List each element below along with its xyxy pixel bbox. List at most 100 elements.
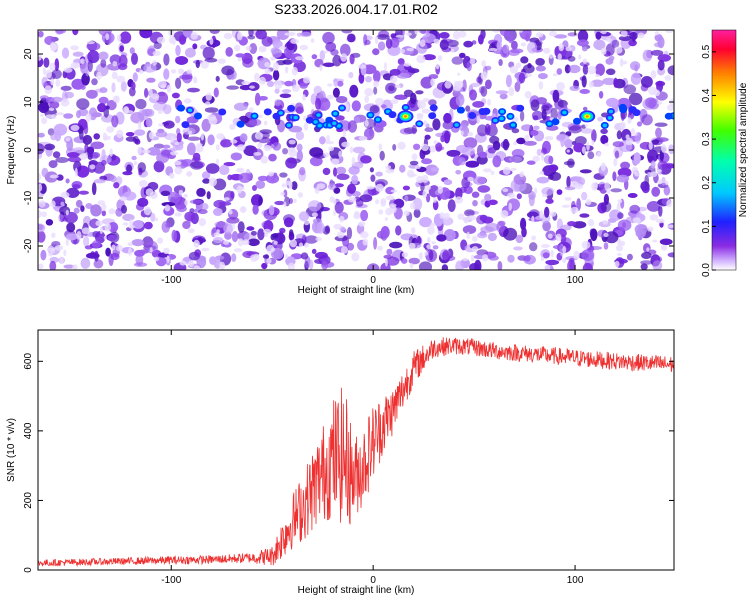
- heatmap-cell: [133, 262, 148, 267]
- heatmap-cell: [237, 57, 242, 62]
- heatmap-cell: [332, 87, 340, 98]
- heatmap-cell: [200, 133, 204, 141]
- heatmap-cell: [659, 238, 673, 246]
- heatmap-cell: [455, 260, 464, 270]
- heatmap-cell: [539, 171, 545, 175]
- heatmap-cell: [108, 208, 116, 215]
- heatmap-cell: [341, 30, 353, 34]
- heatmap-cell: [577, 39, 589, 47]
- heatmap-cell: [99, 226, 103, 234]
- heatmap-cell: [200, 60, 209, 69]
- heatmap-cell: [420, 76, 434, 89]
- heatmap-cell: [346, 242, 355, 251]
- heatmap-cell: [545, 198, 554, 204]
- heatmap-cell: [508, 87, 515, 97]
- heatmap-cell: [403, 127, 418, 134]
- heatmap-cell: [471, 191, 480, 198]
- heatmap-cell: [216, 158, 220, 166]
- heatmap-cell: [573, 251, 580, 259]
- heatmap-cell: [281, 89, 292, 93]
- heatmap-cell: [127, 242, 133, 247]
- heatmap-cell: [411, 153, 418, 161]
- heatmap-cell: [566, 175, 571, 189]
- heatmap-cell: [336, 124, 342, 128]
- heatmap-cell: [554, 34, 568, 39]
- heatmap-cell: [622, 60, 628, 65]
- snr-y-tick-label: 400: [23, 422, 34, 439]
- heatmap-cell: [263, 108, 272, 116]
- heatmap-cell: [385, 186, 395, 195]
- heatmap-y-tick-label: 10: [23, 96, 34, 108]
- heatmap-cell: [55, 112, 65, 116]
- heatmap-cell: [347, 120, 358, 133]
- heatmap-cell: [119, 31, 132, 44]
- heatmap-cell: [620, 30, 628, 38]
- heatmap-cell: [348, 71, 354, 79]
- heatmap-cell: [544, 264, 551, 270]
- heatmap-cell: [121, 204, 127, 214]
- heatmap-cell: [394, 84, 401, 89]
- heatmap-cell: [404, 195, 409, 202]
- heatmap-cell: [357, 221, 366, 227]
- heatmap-cell: [48, 160, 58, 169]
- heatmap-cell: [508, 49, 520, 56]
- heatmap-cell: [247, 238, 260, 247]
- heatmap-cell: [603, 232, 609, 238]
- snr-y-tick-label: 0: [23, 567, 34, 573]
- colorbar-tick-label: 0.5: [701, 44, 712, 58]
- heatmap-cell: [380, 104, 387, 109]
- heatmap-cell: [278, 111, 283, 115]
- heatmap-cell: [469, 263, 480, 270]
- heatmap-cell: [49, 62, 56, 71]
- heatmap-cell: [330, 49, 339, 56]
- heatmap-cell: [83, 123, 89, 135]
- heatmap-cell: [80, 257, 91, 269]
- heatmap-cell: [524, 91, 532, 99]
- heatmap-cell: [668, 144, 674, 155]
- heatmap-cell: [476, 232, 488, 239]
- heatmap-cell: [295, 56, 305, 61]
- heatmap-cell: [192, 152, 201, 162]
- heatmap-cell: [285, 254, 288, 259]
- heatmap-cell: [366, 185, 375, 190]
- heatmap-cell: [55, 157, 69, 163]
- heatmap-cell: [375, 97, 384, 106]
- heatmap-cell: [285, 157, 297, 169]
- heatmap-cell: [508, 33, 514, 44]
- heatmap-cell: [80, 84, 86, 90]
- heatmap-cell: [340, 53, 348, 62]
- heatmap-cell: [208, 177, 217, 187]
- heatmap-cell: [202, 178, 211, 184]
- heatmap-cell: [295, 130, 305, 141]
- heatmap-cell: [634, 131, 641, 144]
- heatmap-cell: [455, 169, 462, 175]
- heatmap-cell: [422, 33, 436, 43]
- heatmap-cell: [581, 191, 588, 201]
- snr-x-axis-title: Height of straight line (km): [298, 585, 415, 596]
- heatmap-cell: [218, 108, 227, 116]
- heatmap-cell: [430, 78, 436, 87]
- snr-x-ticks: -100 0 100: [161, 330, 584, 586]
- heatmap-cell: [351, 174, 359, 185]
- heatmap-cell: [412, 197, 423, 211]
- heatmap-cell: [637, 121, 642, 127]
- heatmap-cell: [322, 62, 335, 68]
- heatmap-cell: [619, 240, 626, 246]
- heatmap-cell: [254, 72, 260, 82]
- heatmap-cell: [119, 45, 124, 52]
- heatmap-cell: [508, 114, 513, 119]
- heatmap-cell: [237, 31, 243, 41]
- heatmap-cell: [505, 74, 512, 88]
- heatmap-cell: [67, 156, 82, 163]
- heatmap-cell: [432, 245, 439, 250]
- heatmap-cell: [496, 220, 506, 233]
- heatmap-cell: [664, 112, 673, 120]
- heatmap-cell: [149, 247, 153, 253]
- heatmap-cell: [641, 185, 650, 194]
- heatmap-cell: [122, 171, 133, 176]
- colorbar-title: Normalized spectral amplitude: [738, 82, 749, 217]
- heatmap-cell: [74, 167, 78, 177]
- heatmap-cell: [577, 30, 589, 43]
- heatmap-y-tick-label: -10: [23, 190, 34, 205]
- heatmap-y-ticks: -20 -10 0 10 20: [23, 48, 674, 253]
